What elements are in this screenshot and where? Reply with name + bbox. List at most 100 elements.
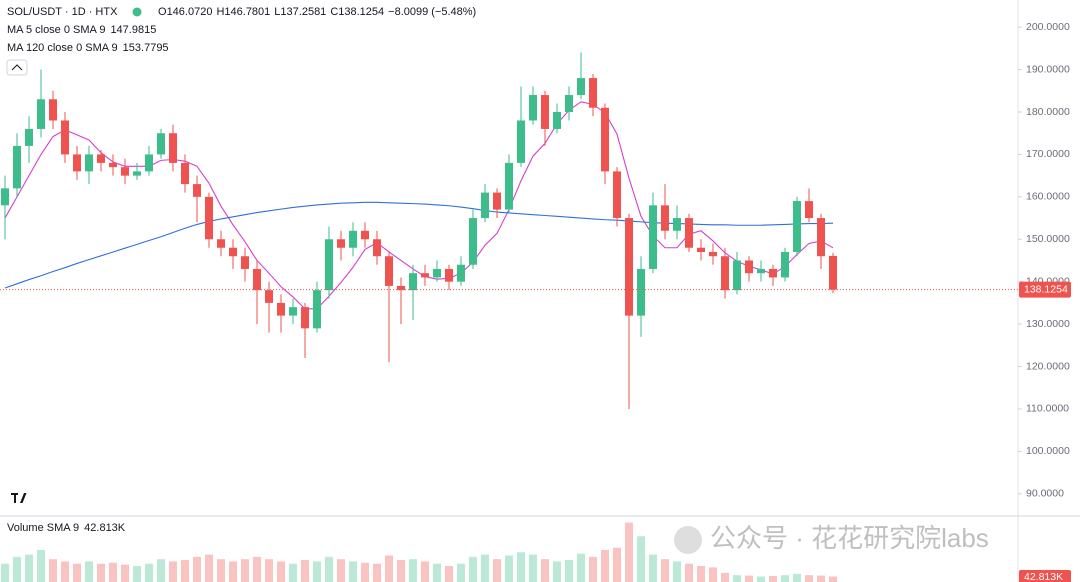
candle-body — [781, 251, 789, 278]
volume-bar — [265, 559, 273, 582]
candle-body — [661, 205, 669, 231]
ma-line — [4, 101, 834, 310]
candle-body — [505, 162, 513, 210]
volume-bar — [157, 559, 165, 582]
volume-bar — [613, 547, 621, 582]
volume-bar — [649, 554, 657, 582]
candle-body — [793, 201, 801, 252]
volume-bar — [385, 555, 393, 582]
candle-body — [469, 218, 477, 265]
volume-bar — [277, 561, 285, 582]
volume-bar — [457, 563, 465, 582]
volume-bar — [637, 536, 645, 582]
candle-body — [157, 133, 165, 155]
collapse-icon — [11, 64, 23, 71]
candle-body — [349, 230, 357, 248]
candle-body — [457, 264, 465, 282]
volume-bar — [781, 575, 789, 582]
last-price-label: 138.1254 — [1024, 283, 1068, 295]
candle-body — [109, 162, 117, 168]
volume-bar — [625, 522, 633, 582]
y-tick-label: 190.0000 — [1026, 63, 1070, 75]
candle-body — [169, 133, 177, 163]
volume-bar — [169, 561, 177, 582]
volume-bar — [829, 576, 837, 582]
volume-bar — [25, 554, 33, 582]
volume-bar — [361, 562, 369, 582]
candle-body — [397, 285, 405, 291]
volume-bars — [1, 522, 837, 582]
candle-body — [85, 154, 93, 172]
candle-body — [409, 273, 417, 291]
candle-body — [301, 307, 309, 329]
candle-body — [685, 218, 693, 248]
candle-body — [769, 268, 777, 278]
volume-bar — [121, 564, 129, 582]
candle-body — [589, 78, 597, 108]
candle-body — [829, 255, 837, 290]
volume-bar — [1, 563, 9, 582]
candle-body — [1, 188, 9, 206]
candle-body — [121, 167, 129, 176]
volume-bar — [181, 560, 189, 582]
volume-bar — [193, 556, 201, 582]
volume-bar — [229, 561, 237, 582]
candle-body — [253, 268, 261, 291]
candle-body — [445, 268, 453, 282]
candle-body — [361, 230, 369, 240]
candles — [1, 52, 837, 409]
volume-bar — [541, 559, 549, 582]
volume-bar — [589, 556, 597, 582]
candle-body — [721, 256, 729, 291]
candle-body — [49, 99, 57, 121]
candle-body — [697, 247, 705, 252]
volume-bar — [349, 561, 357, 582]
volume-bar — [241, 559, 249, 582]
volume-bar — [517, 552, 525, 582]
volume-bar — [97, 563, 105, 582]
volume-bar — [565, 560, 573, 582]
volume-bar — [433, 563, 441, 582]
volume-bar — [793, 573, 801, 582]
y-tick-label: 120.0000 — [1026, 360, 1070, 372]
candle-body — [733, 260, 741, 291]
ohlc-value: 146.0720 — [167, 6, 213, 18]
volume-bar — [409, 559, 417, 582]
candle-body — [565, 95, 573, 112]
candle-body — [277, 302, 285, 316]
volume-bar — [721, 572, 729, 582]
volume-bar — [505, 555, 513, 582]
ohlc-prefix: C — [330, 6, 338, 18]
volume-bar — [697, 566, 705, 582]
tv-logo — [8, 488, 30, 508]
candle-body — [193, 184, 201, 197]
change: −8.0099 (−5.48%) — [388, 6, 476, 18]
volume-bar — [757, 576, 765, 582]
ohlc-prefix: O — [158, 6, 167, 18]
volume-bar — [709, 567, 717, 582]
volume-tag — [1019, 570, 1071, 582]
volume-bar — [469, 556, 477, 582]
volume-bar — [133, 566, 141, 582]
volume-tag-label: 42.813K — [1024, 571, 1063, 582]
ohlc-prefix: L — [274, 6, 280, 18]
volume-bar — [289, 563, 297, 582]
y-tick-label: 200.0000 — [1026, 21, 1070, 33]
candle-body — [205, 196, 213, 240]
volume-bar — [421, 561, 429, 582]
collapse-button[interactable] — [6, 59, 28, 76]
volume-bar — [73, 563, 81, 582]
y-tick-label: 90.0000 — [1026, 488, 1064, 500]
candle-body — [433, 268, 441, 278]
watermark-icon — [674, 526, 702, 554]
candle-body — [805, 201, 813, 219]
volume-bar — [493, 559, 501, 582]
volume-bar — [769, 576, 777, 582]
ma5-name: MA 5 close 0 SMA 9 — [7, 24, 105, 36]
volume-bar — [61, 561, 69, 582]
y-tick-label: 110.0000 — [1026, 403, 1069, 415]
volume-name: Volume SMA 9 — [7, 522, 79, 534]
symbol: SOL/USDT · 1D · HTX — [7, 6, 118, 18]
